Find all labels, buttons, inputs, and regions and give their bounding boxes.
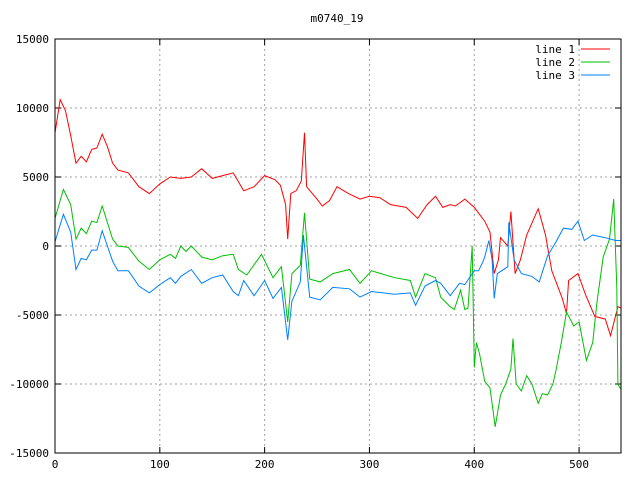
- x-tick-label: 200: [255, 458, 275, 471]
- x-tick-label: 500: [569, 458, 589, 471]
- plot-border: [54, 38, 622, 454]
- y-tick-label: -10000: [9, 378, 49, 391]
- series-lines: [54, 98, 622, 427]
- legend-label: line 1: [535, 43, 575, 56]
- y-tick-label: 0: [42, 240, 49, 253]
- legend-label: line 3: [535, 69, 575, 82]
- y-tick-label: 5000: [23, 171, 50, 184]
- y-tick-label: -15000: [9, 447, 49, 460]
- series-line-3: [54, 212, 621, 340]
- series-line-1: [54, 98, 622, 338]
- x-tick-label: 400: [464, 458, 484, 471]
- series-line-2: [54, 188, 622, 427]
- x-tick-label: 100: [150, 458, 170, 471]
- axis-ticks: 0 100 200 300 400 500 -15000 -10000 -5000 0 5000 10…: [9, 33, 621, 471]
- x-tick-label: 300: [360, 458, 380, 471]
- y-tick-label: -5000: [16, 309, 49, 322]
- chart-title: m0740_19: [311, 12, 364, 25]
- y-tick-label: 15000: [16, 33, 49, 46]
- grid: [55, 39, 621, 453]
- y-tick-label: 10000: [16, 102, 49, 115]
- x-tick-label: 0: [52, 458, 59, 471]
- legend-label: line 2: [535, 56, 575, 69]
